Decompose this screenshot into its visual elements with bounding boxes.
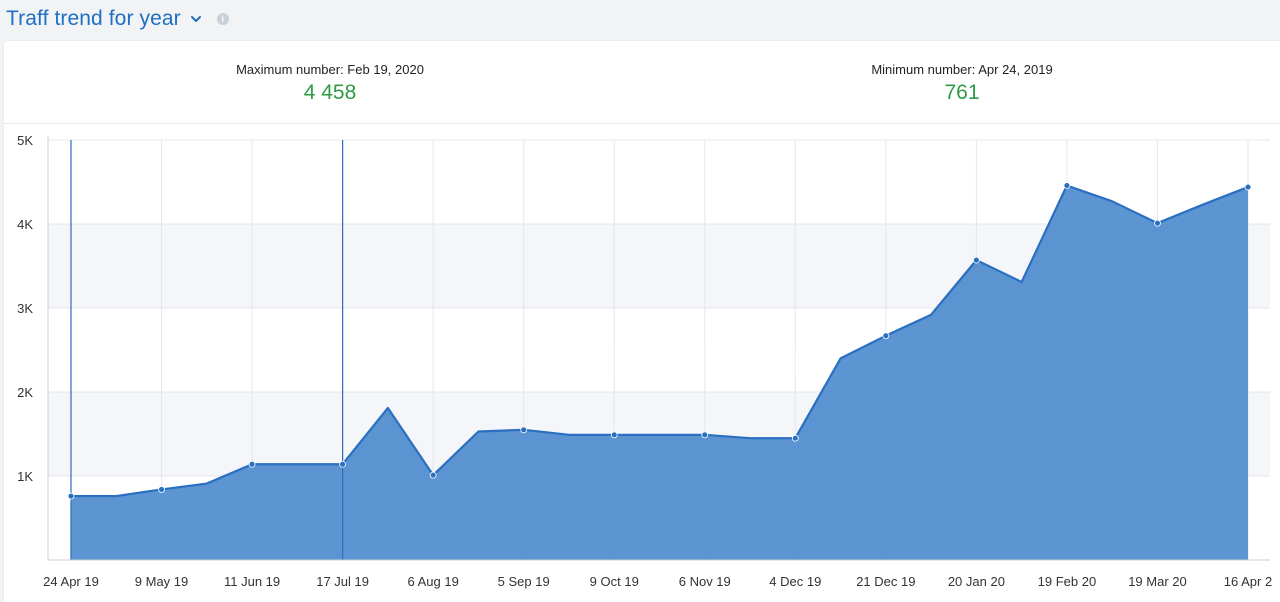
max-stat-value: 4 458: [303, 81, 357, 104]
chevron-down-icon[interactable]: [189, 12, 203, 26]
data-point: [701, 431, 709, 439]
min-stat: Minimum number: Apr 24, 2019 761: [812, 62, 1112, 105]
data-point: [610, 431, 618, 439]
max-stat-label: Maximum number: Feb 19, 2020: [236, 62, 424, 77]
x-tick-label: 19 Feb 20: [1038, 574, 1097, 589]
series-area-fill: [71, 185, 1248, 560]
y-tick-label: 2K: [17, 385, 33, 400]
data-point: [429, 471, 437, 479]
y-axis-labels: 1K 2K 3K 4K 5K: [17, 133, 33, 484]
watermark: SERPSTAT: [560, 341, 816, 387]
x-axis-labels: 24 Apr 19 9 May 19 11 Jun 19 17 Jul 19 6 Aug…: [43, 574, 1272, 589]
min-stat-label: Minimum number: Apr 24, 2019: [871, 62, 1053, 77]
x-tick-label: 9 Oct 19: [590, 574, 639, 589]
divider: [4, 123, 1280, 124]
data-point: [339, 460, 347, 468]
x-tick-label: 19 Mar 20: [1128, 574, 1187, 589]
data-point: [882, 332, 890, 340]
series-points: [67, 182, 1252, 500]
x-tick-label: 11 Jun 19: [224, 574, 280, 589]
x-tick-label: 9 May 19: [135, 574, 188, 589]
series-area: [71, 184, 1249, 560]
y-tick-label: 3K: [17, 301, 33, 316]
series-line: [71, 184, 1249, 498]
data-point: [67, 492, 75, 500]
max-stat: Maximum number: Feb 19, 2020 4 458: [180, 62, 480, 105]
x-tick-label: 24 Apr 19: [43, 574, 99, 589]
header: Traff trend for year i: [0, 0, 1280, 38]
x-tick-label: 17 Jul 19: [316, 574, 369, 589]
info-icon[interactable]: i: [216, 13, 229, 25]
y-tick-label: 1K: [17, 469, 33, 484]
data-point: [1244, 183, 1252, 191]
data-point: [1063, 182, 1071, 189]
cursor-lines: [70, 140, 344, 560]
data-point: [1154, 219, 1161, 227]
min-stat-value: 761: [944, 81, 980, 104]
x-tick-label: 5 Sep 19: [498, 574, 550, 589]
watermark-logo-icon: [508, 344, 560, 378]
x-tick-label: 21 Dec 19: [856, 574, 915, 589]
x-tick-label: 20 Jan 20: [948, 574, 1005, 589]
x-tick-label: 6 Aug 19: [407, 574, 458, 589]
x-tick-label: 16 Apr 2: [1224, 574, 1272, 589]
data-point: [791, 434, 799, 442]
y-tick-label: 4K: [17, 217, 33, 232]
page-title[interactable]: Traff trend for year: [6, 7, 181, 30]
data-point: [972, 256, 980, 264]
data-point: [248, 460, 256, 468]
y-tick-label: 5K: [17, 133, 33, 148]
x-tick-label: 6 Nov 19: [679, 574, 731, 589]
data-point: [158, 486, 165, 493]
axes: [47, 136, 1270, 561]
data-point: [520, 426, 528, 434]
x-tick-label: 4 Dec 19: [769, 574, 821, 589]
